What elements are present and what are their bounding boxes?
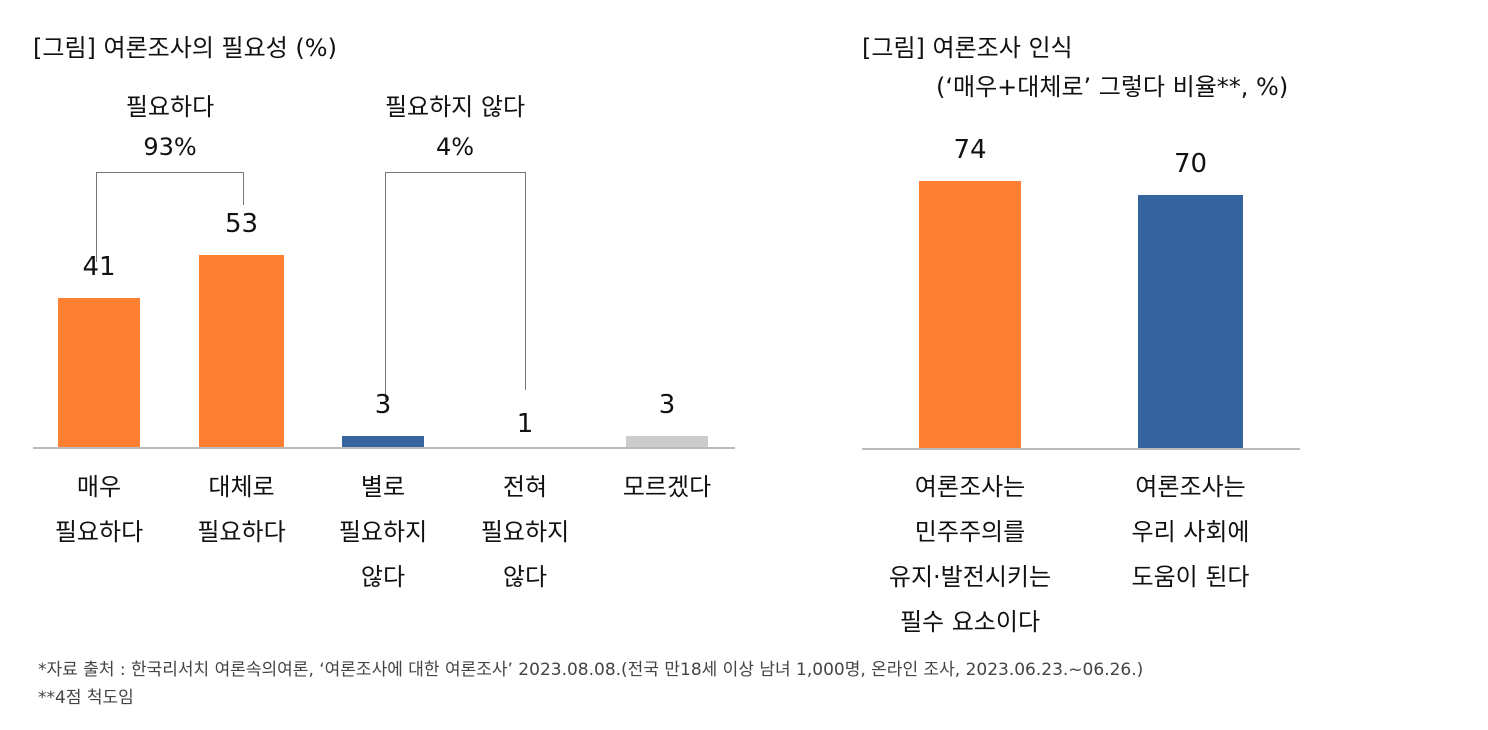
data-label: 74 [953, 134, 987, 165]
category-label: 전혀 필요하지 않다 [480, 473, 570, 591]
bracket-not-needed-right [525, 172, 526, 390]
group-total-needed: 93% [143, 133, 197, 161]
bar [1138, 195, 1243, 448]
data-label: 1 [516, 409, 534, 440]
bar [58, 298, 140, 447]
data-label: 3 [658, 390, 676, 421]
bar [199, 254, 284, 447]
category-label: 매우 필요하다 [54, 473, 144, 546]
bracket-not-needed [385, 172, 526, 173]
group-total-not-needed: 4% [435, 133, 475, 161]
data-label: 53 [224, 208, 259, 239]
group-label-needed: 필요하다 [125, 93, 215, 121]
category-label: 여론조사는 우리 사회에 도움이 된다 [1131, 473, 1250, 591]
bracket-not-needed-left [385, 172, 386, 400]
right-chart-subtitle: (‘매우+대체로’ 그렇다 비율**, %) [936, 73, 1289, 101]
footnote-scale: **4점 척도임 [38, 688, 134, 708]
data-label: 70 [1173, 149, 1208, 180]
bar [919, 180, 1021, 448]
group-label-not-needed: 필요하지 않다 [384, 93, 526, 121]
left-x-axis [33, 447, 735, 449]
bar [342, 436, 424, 447]
data-label: 41 [82, 252, 116, 283]
bar [626, 436, 708, 447]
bracket-needed-left [96, 172, 97, 262]
right-x-axis [862, 448, 1300, 450]
footnote-source: *자료 출처 : 한국리서치 여론속의여론, ‘여론조사에 대한 여론조사’ 2… [38, 660, 1144, 680]
category-label: 여론조사는 민주주의를 유지·발전시키는 필수 요소이다 [888, 473, 1052, 636]
right-chart-title: [그림] 여론조사 인식 [862, 34, 1073, 62]
data-label: 3 [374, 390, 392, 421]
bracket-needed [96, 172, 244, 173]
category-label: 모르겠다 [622, 473, 712, 501]
category-label: 별로 필요하지 않다 [338, 473, 428, 591]
category-label: 대체로 필요하다 [197, 473, 286, 546]
bracket-needed-right [243, 172, 244, 205]
left-chart-title: [그림] 여론조사의 필요성 (%) [33, 34, 337, 62]
